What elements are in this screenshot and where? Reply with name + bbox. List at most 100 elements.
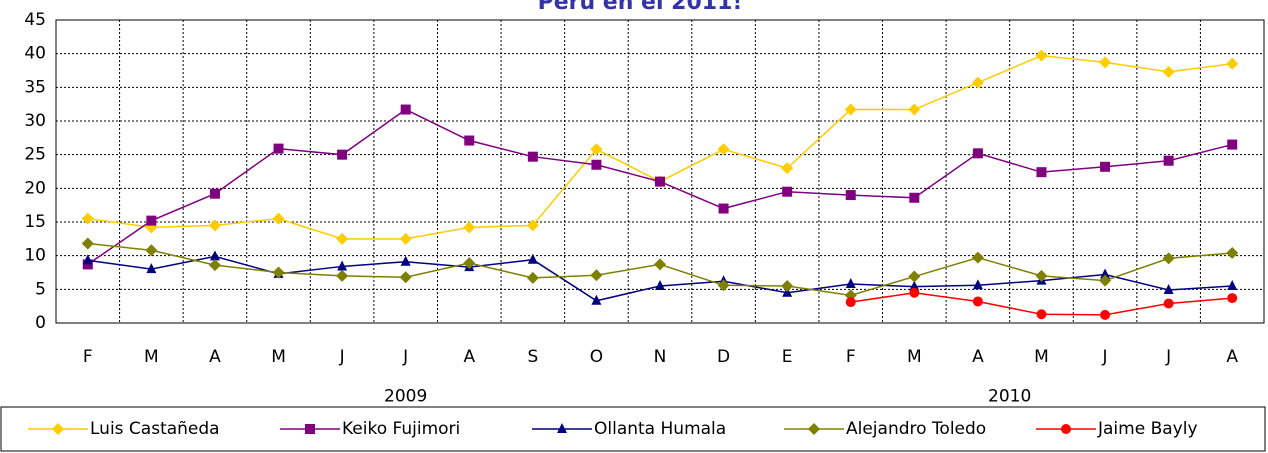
data-point — [1035, 49, 1048, 62]
data-point — [845, 297, 856, 308]
data-point — [655, 176, 665, 187]
data-point — [782, 186, 793, 197]
data-point — [590, 143, 603, 156]
data-point — [1162, 65, 1175, 78]
legend-box — [0, 406, 1266, 452]
data-point — [1036, 309, 1047, 320]
y-tick-label: 5 — [35, 279, 46, 299]
y-tick-label: 0 — [35, 313, 46, 333]
y-tick-label: 15 — [24, 212, 46, 232]
data-point — [844, 103, 857, 116]
series-line — [87, 54, 1233, 240]
data-point — [591, 159, 602, 170]
data-point — [526, 219, 539, 232]
y-tick-label: 35 — [24, 77, 46, 97]
legend-marker — [52, 423, 64, 435]
x-tick-label: A — [1226, 347, 1238, 367]
data-point — [145, 244, 158, 257]
x-tick-label: A — [972, 347, 984, 367]
data-point — [972, 296, 983, 307]
x-tick-label: D — [717, 347, 730, 367]
x-tick-label: O — [590, 347, 603, 367]
data-point — [845, 277, 856, 288]
data-point — [1163, 298, 1174, 309]
y-tick-label: 40 — [24, 44, 46, 64]
legend-label: Keiko Fujimori — [342, 419, 460, 439]
data-point — [81, 237, 94, 250]
x-tick-label: A — [209, 347, 221, 367]
x-tick-label: E — [782, 347, 793, 367]
data-point — [972, 279, 983, 290]
x-tick-label: F — [83, 347, 93, 367]
data-point — [273, 143, 284, 154]
data-point — [1036, 167, 1047, 178]
data-point — [399, 232, 412, 245]
data-point — [909, 280, 920, 291]
x-tick-label: M — [271, 347, 286, 367]
x-tick-label: N — [654, 347, 667, 367]
legend-marker — [808, 423, 820, 435]
data-point — [1163, 155, 1174, 166]
data-point — [1162, 252, 1175, 265]
data-point — [717, 143, 730, 156]
x-tick-label: M — [907, 347, 922, 367]
legend-marker — [305, 424, 315, 434]
data-point — [463, 257, 476, 270]
data-point — [463, 221, 476, 234]
data-point — [527, 151, 538, 162]
x-tick-label: J — [1165, 347, 1171, 367]
x-tick-label: J — [402, 347, 408, 367]
legend-marker — [1061, 424, 1071, 434]
data-point — [1163, 284, 1174, 295]
legend-label: Jaime Bayly — [1097, 419, 1198, 439]
x-tick-label: A — [463, 347, 475, 367]
x-tick-label: M — [144, 347, 159, 367]
data-point — [1100, 268, 1111, 279]
data-point — [208, 259, 221, 272]
data-point — [337, 260, 348, 271]
x-group-label: 2010 — [988, 387, 1031, 407]
data-point — [464, 135, 475, 146]
data-point — [1227, 139, 1238, 150]
data-point — [272, 266, 285, 279]
y-tick-label: 20 — [24, 178, 46, 198]
y-tick-label: 10 — [24, 246, 46, 266]
data-point — [82, 259, 93, 270]
data-point — [1100, 161, 1111, 172]
data-point — [272, 212, 285, 225]
data-point — [718, 203, 729, 214]
data-point — [591, 294, 602, 305]
y-tick-label: 25 — [24, 145, 46, 165]
data-point — [209, 188, 220, 199]
data-point — [81, 212, 94, 225]
data-point — [1226, 57, 1239, 70]
data-point — [399, 271, 412, 284]
data-point — [146, 215, 157, 226]
data-point — [1227, 279, 1238, 290]
data-point — [337, 149, 348, 160]
data-point — [1226, 246, 1239, 259]
plot-border — [55, 19, 1265, 324]
data-point — [781, 162, 794, 175]
data-point — [1227, 293, 1238, 304]
data-point — [717, 279, 730, 292]
data-point — [209, 250, 220, 261]
data-point — [971, 76, 984, 89]
data-point — [971, 251, 984, 264]
x-tick-label: F — [846, 347, 856, 367]
x-tick-label: M — [1034, 347, 1049, 367]
data-point — [909, 192, 920, 203]
x-tick-label: J — [339, 347, 345, 367]
data-point — [336, 232, 349, 245]
data-point — [527, 253, 538, 264]
chart-title: Perú en el 2011! — [538, 0, 743, 15]
data-point — [208, 219, 221, 232]
data-point — [400, 104, 411, 115]
legend-label: Luis Castañeda — [90, 419, 220, 439]
legend-label: Alejandro Toledo — [846, 419, 986, 439]
x-group-label: 2009 — [384, 387, 427, 407]
data-point — [908, 103, 921, 116]
x-tick-label: S — [527, 347, 538, 367]
data-point — [82, 254, 93, 265]
